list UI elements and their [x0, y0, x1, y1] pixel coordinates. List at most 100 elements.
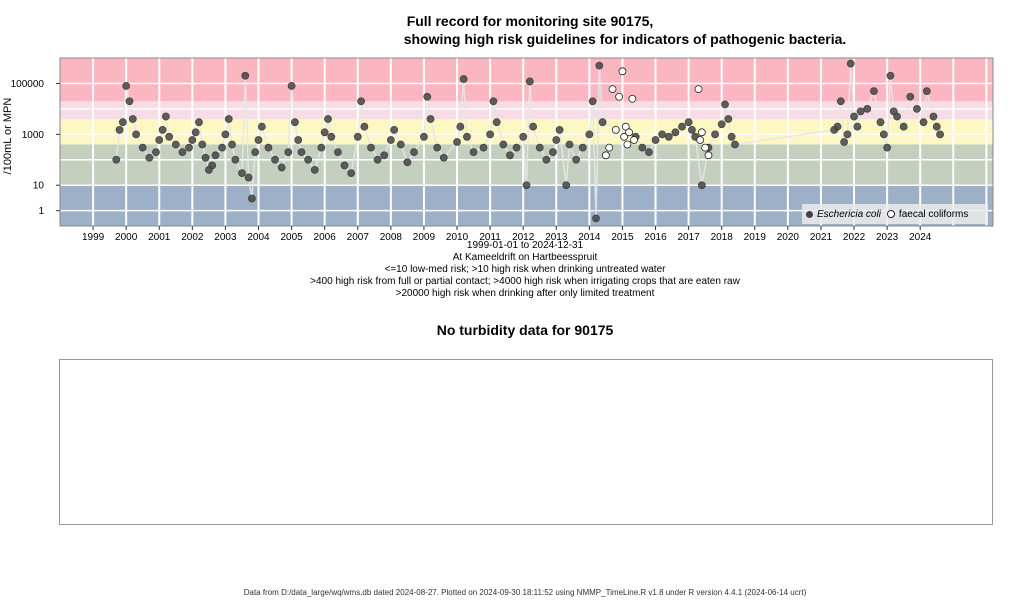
ecoli-point — [122, 82, 131, 90]
ecoli-point — [876, 118, 885, 127]
bacteria-plot: 1 10 1000 100000 1999 2000 2001 2002 2003 2004 20… — [2, 57, 994, 243]
ecoli-point — [486, 130, 495, 139]
x-tick-label: 2002 — [181, 232, 204, 243]
ecoli-point — [426, 115, 435, 123]
ecoli-point — [525, 77, 534, 86]
ecoli-point — [724, 115, 733, 123]
ecoli-point — [244, 173, 253, 182]
risk-note-3: >20000 high risk when drinking after onl… — [395, 288, 655, 299]
ecoli-point — [552, 136, 561, 144]
ecoli-point — [185, 143, 193, 152]
ecoli-point — [138, 143, 147, 152]
ecoli-point — [423, 92, 432, 101]
ecoli-point — [492, 118, 501, 127]
ecoli-point — [684, 118, 693, 127]
risk-note-2: >400 high risk from full or partial cont… — [310, 276, 740, 287]
ecoli-point — [833, 122, 842, 131]
ecoli-point — [542, 155, 551, 164]
ecoli-point — [228, 140, 236, 149]
ecoli-point — [231, 155, 240, 164]
x-tick-label: 2012 — [512, 232, 535, 243]
ecoli-point — [433, 143, 442, 152]
ecoli-point — [247, 194, 256, 203]
ecoli-point — [731, 140, 739, 149]
ecoli-point — [519, 132, 528, 141]
ecoli-point — [165, 132, 174, 141]
ecoli-point — [195, 118, 203, 127]
ecoli-point — [112, 155, 121, 164]
x-tick-label: 2021 — [810, 232, 833, 243]
ecoli-point — [664, 132, 673, 141]
x-tick-label: 2009 — [413, 232, 436, 243]
ecoli-point — [836, 97, 845, 106]
x-tick-label: 2020 — [777, 232, 800, 243]
ecoli-point — [386, 136, 395, 144]
ecoli-point — [869, 87, 878, 96]
x-tick-label: 2011 — [479, 232, 501, 243]
ecoli-point — [846, 59, 855, 68]
faecal-coliform-point — [608, 85, 617, 93]
x-tick-label: 2014 — [578, 232, 601, 243]
ecoli-point — [711, 130, 719, 139]
ecoli-point — [125, 97, 134, 106]
ecoli-point — [294, 136, 303, 144]
legend-label: faecal coliforms — [898, 208, 969, 220]
ecoli-point — [373, 155, 382, 164]
ecoli-point — [506, 151, 514, 160]
ecoli-point — [883, 143, 892, 152]
ecoli-point — [380, 151, 389, 160]
ecoli-point — [697, 181, 706, 190]
ecoli-point — [161, 112, 170, 121]
ecoli-point — [257, 122, 266, 131]
ecoli-point — [367, 143, 375, 152]
x-tick-label: 2004 — [247, 232, 270, 243]
ecoli-point — [347, 169, 356, 177]
ecoli-point — [304, 155, 313, 164]
x-tick-label: 2016 — [644, 232, 667, 243]
ecoli-point — [727, 132, 736, 141]
ecoli-point — [463, 132, 471, 141]
ecoli-point — [360, 122, 369, 131]
x-tick-label: 2007 — [347, 232, 370, 243]
site-caption: At Kameeldrift on Hartbeesspruit — [452, 252, 598, 263]
ecoli-point — [271, 155, 279, 164]
faecal-coliform-point — [611, 125, 620, 134]
ecoli-point — [840, 138, 849, 146]
ecoli-point — [522, 181, 531, 190]
x-tick-label: 2023 — [876, 232, 899, 243]
x-tick-label: 2000 — [115, 232, 138, 243]
ecoli-point — [469, 148, 478, 157]
faecal-coliform-point — [704, 151, 713, 160]
ecoli-point — [638, 143, 647, 152]
ecoli-point — [588, 97, 597, 106]
ecoli-point — [284, 148, 293, 157]
faecal-coliform-point — [694, 85, 703, 93]
ecoli-point — [932, 122, 941, 131]
ecoli-point — [198, 140, 207, 149]
chart-title: Full record for monitoring site 90175, — [406, 13, 654, 29]
ecoli-point — [919, 118, 928, 127]
ecoli-point — [403, 158, 412, 167]
y-tick-label: 10 — [33, 181, 45, 192]
faecal-coliform-point — [602, 151, 610, 160]
ecoli-point — [158, 125, 167, 134]
ecoli-point — [893, 112, 901, 121]
ecoli-point — [922, 87, 931, 96]
ecoli-point — [651, 136, 660, 144]
ecoli-point — [420, 132, 428, 141]
ecoli-point — [115, 125, 124, 134]
ecoli-point — [320, 128, 329, 137]
ecoli-point — [211, 151, 220, 160]
ecoli-point — [535, 143, 544, 152]
ecoli-point — [479, 143, 488, 152]
ecoli-point — [171, 140, 180, 149]
ecoli-point — [459, 75, 468, 83]
ecoli-point — [264, 143, 273, 152]
ecoli-point — [879, 130, 888, 139]
faecal-coliform-point — [630, 136, 638, 144]
ecoli-point — [132, 130, 140, 139]
ecoli-point — [658, 130, 667, 139]
ecoli-point — [678, 122, 686, 131]
x-tick-label: 2024 — [909, 232, 932, 243]
x-tick-label: 2005 — [280, 232, 303, 243]
